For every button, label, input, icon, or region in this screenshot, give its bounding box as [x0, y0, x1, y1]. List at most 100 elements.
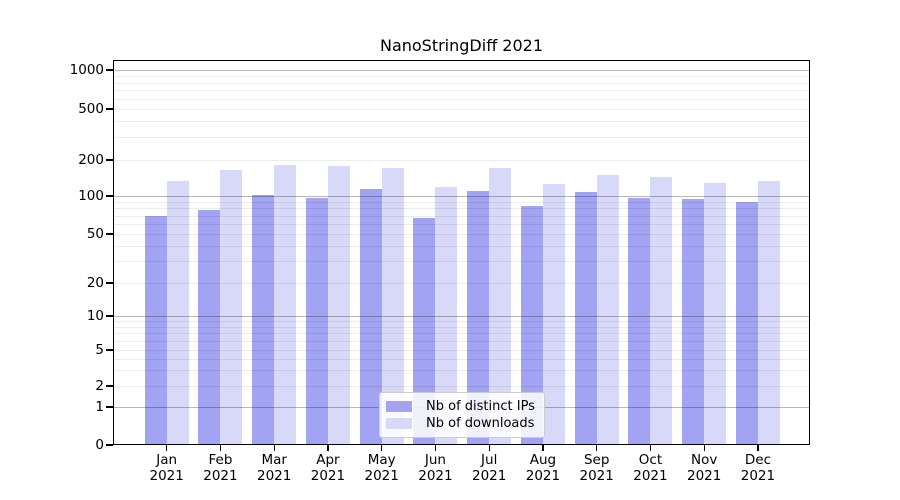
x-tick-label-month: Nov	[691, 452, 718, 468]
bar-nb-of-downloads-apr-2021	[327, 166, 350, 445]
bar-nb-of-distinct-ips-oct-2021	[628, 198, 651, 445]
y-tick-label: 500	[78, 100, 104, 117]
y-tick	[106, 159, 113, 161]
x-tick	[219, 445, 222, 451]
x-tick-label-year: 2021	[364, 468, 399, 484]
x-tick-label-year: 2021	[633, 468, 668, 484]
x-tick-label-year: 2021	[310, 468, 346, 484]
bar-nb-of-downloads-dec-2021	[757, 181, 780, 445]
chart-title: NanoStringDiff 2021	[379, 36, 544, 55]
y-tick-label: 0	[95, 436, 104, 453]
x-tick-label-month: Jan	[156, 452, 178, 468]
bar-nb-of-distinct-ips-mar-2021	[252, 195, 275, 445]
gridline-major	[113, 70, 810, 71]
bar-nb-of-distinct-ips-jun-2021	[413, 217, 436, 445]
bar-nb-of-downloads-jul-2021	[489, 168, 512, 445]
y-tick-label: 1000	[69, 61, 104, 78]
gridline-minor	[113, 98, 810, 100]
bar-nb-of-downloads-oct-2021	[650, 177, 673, 445]
x-tick-label-month: Mar	[261, 452, 287, 468]
y-tick-label: 2	[95, 377, 104, 394]
x-tick-label-year: 2021	[687, 468, 722, 484]
bar-nb-of-distinct-ips-jan-2021	[144, 215, 167, 445]
x-tick-label-month: Apr	[316, 452, 340, 468]
bar-nb-of-downloads-jun-2021	[435, 186, 458, 445]
y-tick-label: 5	[95, 341, 104, 358]
y-tick	[106, 282, 113, 284]
bar-nb-of-downloads-feb-2021	[220, 169, 243, 445]
gridline-minor	[113, 137, 810, 139]
x-tick-label-month: May	[367, 452, 396, 468]
bar-nb-of-distinct-ips-aug-2021	[520, 206, 543, 445]
x-tick-label-year: 2021	[203, 468, 238, 484]
gridline-minor	[113, 160, 810, 161]
y-tick	[106, 108, 113, 110]
y-tick-label: 100	[78, 187, 104, 204]
x-tick-label-year: 2021	[472, 468, 507, 484]
gridline-minor	[113, 121, 810, 123]
bar-nb-of-distinct-ips-may-2021	[359, 188, 382, 445]
x-tick	[488, 445, 490, 451]
y-tick	[106, 385, 113, 387]
y-tick-label: 20	[86, 274, 104, 291]
x-tick	[542, 445, 544, 451]
bar-nb-of-downloads-nov-2021	[704, 183, 727, 445]
bar-nb-of-distinct-ips-nov-2021	[682, 199, 705, 445]
x-tick-label-month: Sep	[583, 452, 610, 468]
y-tick-label: 50	[86, 225, 104, 242]
plot-area	[113, 60, 810, 445]
gridline-minor	[113, 75, 810, 77]
bar-nb-of-downloads-may-2021	[381, 167, 404, 445]
bar-nb-of-distinct-ips-jul-2021	[467, 190, 490, 445]
x-tick-label-month: Oct	[638, 452, 663, 468]
bar-nb-of-distinct-ips-apr-2021	[305, 197, 328, 445]
bar-nb-of-downloads-jan-2021	[166, 181, 189, 445]
gridline-minor	[113, 90, 810, 92]
x-tick-label-year: 2021	[525, 468, 561, 484]
x-tick	[166, 445, 168, 451]
legend-swatch-distinct-ips	[386, 401, 412, 412]
legend: Nb of distinct IPs Nb of downloads	[379, 392, 545, 438]
legend-item-downloads: Nb of downloads	[386, 416, 536, 431]
bar-nb-of-distinct-ips-sep-2021	[574, 192, 597, 445]
x-tick-label-month: Aug	[529, 452, 557, 468]
x-tick-label-month: Jun	[424, 452, 446, 468]
x-tick	[434, 445, 437, 451]
legend-label-downloads: Nb of downloads	[426, 416, 535, 431]
legend-label-distinct-ips: Nb of distinct IPs	[426, 399, 535, 414]
gridline-minor	[113, 109, 810, 110]
y-tick	[106, 315, 113, 317]
y-tick	[106, 349, 113, 351]
y-tick	[106, 444, 113, 446]
x-tick	[596, 445, 598, 451]
y-tick-label: 1	[95, 398, 104, 415]
x-tick-label-year: 2021	[418, 468, 453, 484]
y-tick	[106, 233, 113, 235]
bar-nb-of-downloads-mar-2021	[274, 164, 297, 445]
x-tick-label-month: Dec	[744, 452, 771, 468]
x-tick-label-month: Jul	[481, 452, 498, 468]
x-tick	[381, 445, 383, 451]
x-tick-label-year: 2021	[740, 468, 776, 484]
gridline-minor	[113, 82, 810, 84]
legend-item-distinct-ips: Nb of distinct IPs	[386, 399, 536, 414]
x-tick	[649, 445, 652, 451]
bar-nb-of-distinct-ips-dec-2021	[735, 201, 758, 445]
y-tick	[106, 195, 113, 197]
y-tick	[106, 69, 113, 71]
x-tick	[273, 445, 275, 451]
x-tick-label-year: 2021	[257, 468, 292, 484]
x-tick	[327, 445, 329, 451]
bar-nb-of-downloads-sep-2021	[596, 174, 619, 445]
bar-nb-of-downloads-aug-2021	[542, 184, 565, 445]
x-tick	[757, 445, 759, 451]
x-tick	[703, 445, 705, 451]
x-tick-label-year: 2021	[579, 468, 614, 484]
bar-nb-of-distinct-ips-feb-2021	[198, 210, 221, 445]
y-tick-label: 200	[78, 151, 104, 168]
x-tick-label-year: 2021	[149, 468, 184, 484]
y-tick-label: 10	[86, 307, 104, 324]
y-tick	[106, 406, 113, 408]
legend-swatch-downloads	[386, 418, 412, 429]
